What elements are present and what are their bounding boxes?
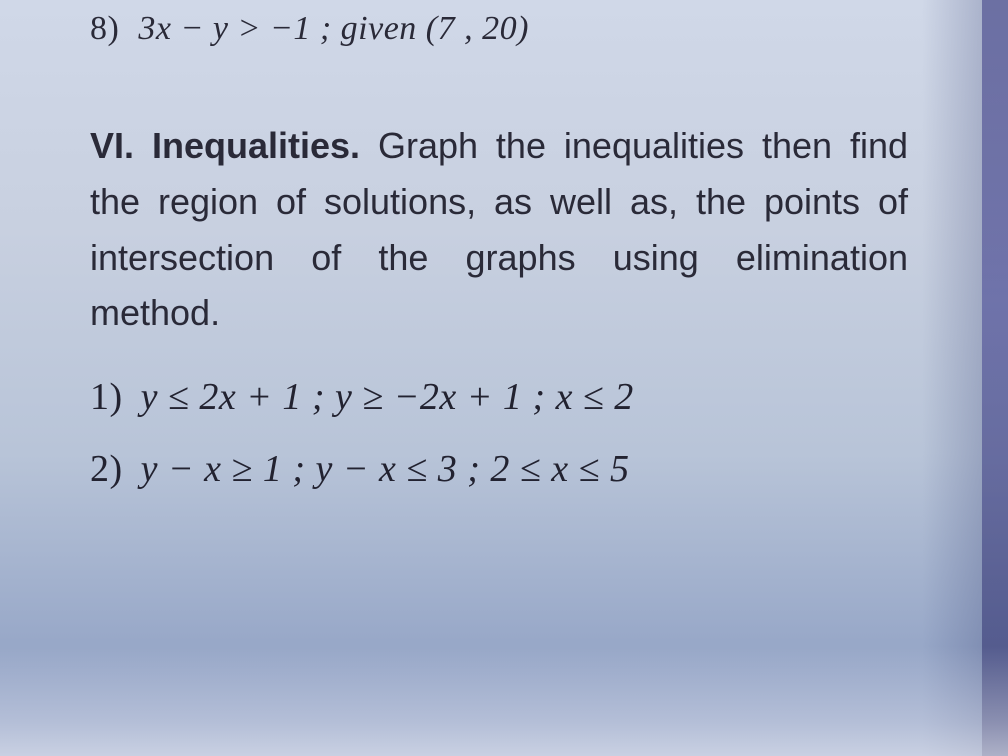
question-8: 8) 3x − y > −1 ; given (7 , 20) xyxy=(90,10,948,48)
section-heading: VI. Inequalities. Graph the inequalities… xyxy=(90,118,948,341)
problem-number: 1) xyxy=(90,376,123,418)
problem-1: 1) y ≤ 2x + 1 ; y ≥ −2x + 1 ; x ≤ 2 xyxy=(90,375,948,419)
photo-glare xyxy=(0,646,1008,756)
question-expression: 3x − y > −1 ; given (7 , 20) xyxy=(138,10,529,47)
problem-expression: y − x ≥ 1 ; y − x ≤ 3 ; 2 ≤ x ≤ 5 xyxy=(141,448,630,490)
worksheet-page: 8) 3x − y > −1 ; given (7 , 20) VI. Ineq… xyxy=(0,0,1008,559)
problem-number: 2) xyxy=(90,448,123,490)
problem-expression: y ≤ 2x + 1 ; y ≥ −2x + 1 ; x ≤ 2 xyxy=(141,376,634,418)
page-curve-shadow xyxy=(922,0,982,756)
problem-2: 2) y − x ≥ 1 ; y − x ≤ 3 ; 2 ≤ x ≤ 5 xyxy=(90,447,948,491)
photo-edge xyxy=(982,0,1008,756)
section-label: VI. Inequalities. xyxy=(90,125,360,166)
question-number: 8) xyxy=(90,10,119,47)
